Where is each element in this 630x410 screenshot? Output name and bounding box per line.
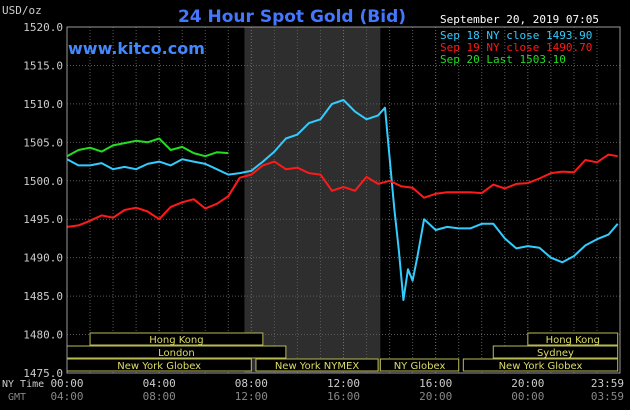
legend-entry-sep20: Sep 20 Last 1503.10: [440, 53, 566, 66]
x-tick-label-ny: 08:00: [235, 377, 268, 390]
series-layer: [66, 99, 619, 301]
y-tick-label: 1505.0: [23, 136, 63, 149]
plot-frame: [66, 26, 621, 374]
market-label: Sydney: [537, 348, 574, 359]
x-tick-label-ny: 04:00: [143, 377, 176, 390]
x-tick-label-ny: 00:00: [50, 377, 83, 390]
y-axis-label: USD/oz: [2, 4, 42, 17]
market-box: [255, 358, 379, 372]
x-tick-label-gmt: 20:00: [419, 390, 452, 403]
market-label: New York NYMEX: [275, 361, 360, 372]
market-label: New York Globex: [117, 361, 201, 372]
market-box: [527, 332, 619, 346]
market-box: [492, 345, 619, 359]
market-label: Hong Kong: [149, 335, 203, 346]
y-tick-label: 1485.0: [23, 290, 63, 303]
market-box: [379, 358, 460, 372]
y-tick-label: 1475.0: [23, 367, 63, 380]
market-label: New York Globex: [499, 361, 583, 372]
market-label: London: [158, 348, 195, 359]
y-tick-label: 1490.0: [23, 252, 63, 265]
x-tick-label-gmt: 03:59: [591, 390, 624, 403]
date-stamp: September 20, 2019 07:05: [440, 13, 599, 26]
y-tick-label: 1520.0: [23, 21, 63, 34]
legend: Sep 18 NY close 1493.90 Sep 19 NY close …: [440, 29, 592, 66]
x-tick-label-gmt: 00:00: [511, 390, 544, 403]
legend-entry-sep19: Sep 19 NY close 1490.70: [440, 41, 592, 54]
series-line-sep20: [66, 137, 229, 158]
x-tick-label-ny: 16:00: [419, 377, 452, 390]
x-row2-label: GMT: [8, 392, 26, 403]
y-tick-label: 1495.0: [23, 213, 63, 226]
x-tick-label-gmt: 08:00: [143, 390, 176, 403]
x-tick-label-ny: 20:00: [511, 377, 544, 390]
chart-title: 24 Hour Spot Gold (Bid): [178, 7, 406, 27]
y-tick-label: 1480.0: [23, 329, 63, 342]
market-hours-layer: Hong Kong Hong Kong London Sydney New York G…: [66, 332, 619, 372]
x-tick-label-gmt: 12:00: [235, 390, 268, 403]
watermark-url: www.kitco.com: [68, 39, 205, 58]
market-label: Hong Kong: [546, 335, 600, 346]
y-tick-label: 1515.0: [23, 59, 63, 72]
x-tick-label-gmt: 04:00: [50, 390, 83, 403]
y-tick-label: 1510.0: [23, 98, 63, 111]
series-line-sep18: [66, 99, 619, 301]
y-tick-label: 1500.0: [23, 175, 63, 188]
legend-entry-sep18: Sep 18 NY close 1493.90: [440, 29, 592, 42]
market-label: NY Globex: [394, 361, 446, 372]
ny-session-band: [244, 27, 381, 373]
x-row1-label: NY Time: [2, 379, 44, 390]
series-line-sep19: [66, 153, 618, 228]
x-tick-label-ny: 23:59: [591, 377, 624, 390]
x-tick-label-ny: 12:00: [327, 377, 360, 390]
x-tick-label-gmt: 16:00: [327, 390, 360, 403]
market-box: [89, 332, 264, 346]
market-box: [462, 358, 619, 372]
axis-layer: 1520.0 1515.0 1510.0 1505.0 1500.0 1495.0 1490…: [23, 21, 624, 403]
highlight-band-layer: [244, 27, 381, 373]
